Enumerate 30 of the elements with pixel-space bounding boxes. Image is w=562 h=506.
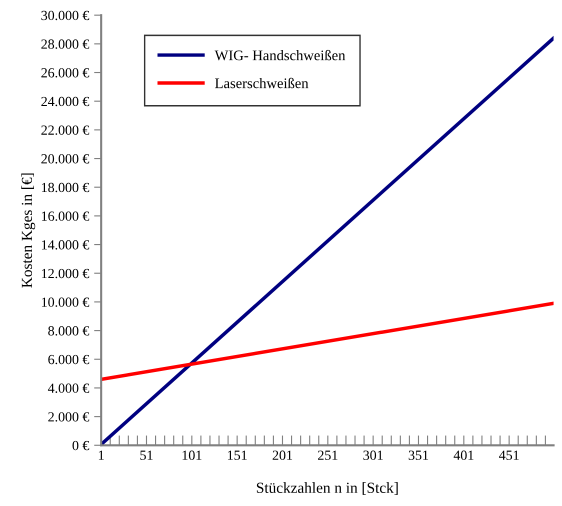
x-tick-label: 351 <box>408 450 428 460</box>
x-tick-label: 251 <box>318 450 338 460</box>
legend-label: Laserschweißen <box>215 78 308 88</box>
y-tick-label: 0 € <box>72 440 90 450</box>
y-tick-label: 30.000 € <box>41 10 90 20</box>
y-tick-label: 24.000 € <box>41 96 90 106</box>
x-tick-label: 451 <box>499 450 519 460</box>
y-tick-label: 10.000 € <box>42 297 90 307</box>
x-tick-label: 101 <box>182 450 202 460</box>
y-tick-label: 16.000 € <box>42 211 90 221</box>
y-tick-label: 26.000 € <box>41 68 90 78</box>
x-tick-label: 151 <box>228 450 247 460</box>
x-tick-label: 201 <box>272 450 292 460</box>
x-axis-title: Stückzahlen n in [Stck] <box>256 482 398 495</box>
y-tick-label: 22.000 € <box>41 125 90 135</box>
legend-label: WIG- Handschweißen <box>214 50 346 60</box>
x-tick-label: 1 <box>98 450 104 460</box>
y-tick-label: 20.000 € <box>41 154 90 164</box>
y-tick-label: 28.000 € <box>41 39 90 49</box>
x-tick-label: 51 <box>140 450 153 460</box>
x-tick-label: 401 <box>454 450 474 460</box>
y-axis-title: Kosten Kges in [€] <box>21 173 36 288</box>
y-tick-label: 14.000 € <box>42 240 90 250</box>
y-tick-label: 6.000 € <box>48 354 90 364</box>
y-tick-label: 8.000 € <box>48 326 90 336</box>
y-tick-label: 18.000 € <box>42 182 90 192</box>
y-tick-label: 4.000 € <box>48 384 90 393</box>
y-tick-label: 2.000 € <box>48 412 90 422</box>
x-tick-label: 301 <box>363 450 383 460</box>
y-tick-label: 12.000 € <box>42 268 90 278</box>
